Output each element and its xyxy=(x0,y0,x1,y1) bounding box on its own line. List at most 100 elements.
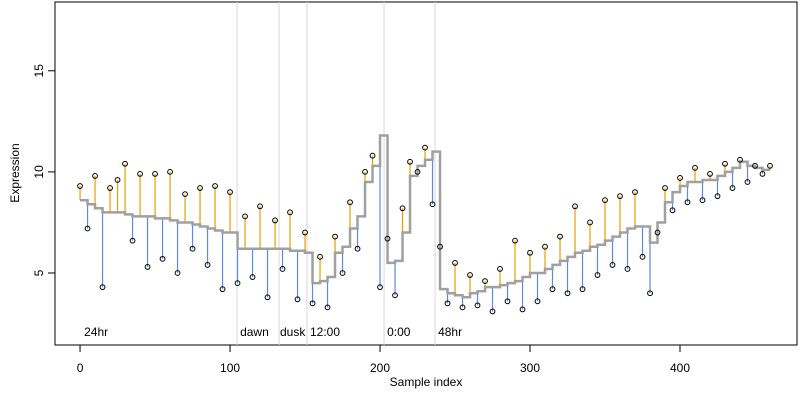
point xyxy=(632,189,638,196)
point xyxy=(504,298,511,305)
point xyxy=(362,168,368,175)
point xyxy=(737,156,743,163)
y-tick-label: 10 xyxy=(32,165,46,179)
point xyxy=(347,199,353,206)
point xyxy=(182,191,188,198)
point xyxy=(444,300,451,307)
point xyxy=(369,152,376,159)
point xyxy=(459,304,466,311)
point xyxy=(137,171,143,177)
point xyxy=(519,306,526,313)
x-tick-label: 100 xyxy=(220,361,240,375)
point xyxy=(272,217,278,224)
point xyxy=(557,233,563,240)
point xyxy=(699,197,706,204)
point xyxy=(549,286,556,293)
point xyxy=(294,296,301,303)
point xyxy=(384,235,391,242)
point xyxy=(692,164,698,171)
point xyxy=(324,304,331,311)
point xyxy=(534,298,541,305)
x-tick-label: 200 xyxy=(370,361,390,375)
point xyxy=(249,274,256,280)
point xyxy=(264,294,271,301)
point xyxy=(474,302,481,309)
point xyxy=(339,270,346,276)
point xyxy=(212,183,218,189)
point xyxy=(174,270,181,276)
point xyxy=(602,197,608,204)
point xyxy=(114,177,121,183)
point xyxy=(684,199,691,206)
annotation: 0:00 xyxy=(387,325,411,339)
point xyxy=(197,185,203,191)
point xyxy=(707,171,713,177)
point xyxy=(287,209,293,216)
point xyxy=(219,286,226,293)
point xyxy=(189,245,196,252)
point xyxy=(317,253,323,260)
point xyxy=(227,189,233,196)
point xyxy=(242,213,248,220)
point xyxy=(159,255,166,262)
point xyxy=(767,162,773,169)
point xyxy=(482,278,488,284)
point xyxy=(759,171,766,177)
point xyxy=(92,173,98,179)
point xyxy=(594,272,601,278)
point xyxy=(204,262,211,268)
point xyxy=(414,168,421,175)
annotation: 24hr xyxy=(84,325,108,339)
point xyxy=(654,229,661,236)
annotation: dusk xyxy=(280,325,306,339)
point xyxy=(609,262,616,268)
point xyxy=(332,233,338,240)
fit-line xyxy=(80,134,771,299)
point xyxy=(77,183,83,189)
point xyxy=(84,225,91,232)
annotation: dawn xyxy=(240,325,269,339)
point xyxy=(107,185,113,191)
point xyxy=(489,308,496,315)
point xyxy=(429,201,436,208)
point xyxy=(722,160,728,167)
x-tick-label: 0 xyxy=(77,361,84,375)
annotation: 12:00 xyxy=(310,325,340,339)
plot-box xyxy=(54,1,798,346)
point xyxy=(714,193,721,200)
point xyxy=(377,284,383,291)
point xyxy=(579,286,586,293)
point xyxy=(512,237,518,244)
point xyxy=(587,219,593,226)
y-tick-label: 15 xyxy=(32,64,46,78)
annotation: 48hr xyxy=(438,325,462,339)
point xyxy=(144,264,151,270)
y-tick-label: 5 xyxy=(32,269,46,276)
point xyxy=(279,266,286,272)
point xyxy=(467,272,473,278)
point xyxy=(152,171,158,177)
point xyxy=(639,253,646,260)
point xyxy=(129,237,136,244)
x-tick-label: 400 xyxy=(670,361,690,375)
point xyxy=(647,290,653,297)
x-axis-label: Sample index xyxy=(390,375,463,389)
point xyxy=(542,243,548,250)
x-tick-label: 300 xyxy=(520,361,540,375)
point xyxy=(407,158,413,165)
point xyxy=(309,300,316,307)
point xyxy=(99,284,106,291)
point xyxy=(729,185,736,191)
point xyxy=(257,203,263,210)
point xyxy=(167,168,173,175)
point xyxy=(744,179,751,185)
point xyxy=(122,160,128,167)
point xyxy=(564,290,571,297)
point xyxy=(662,185,668,191)
point xyxy=(354,245,361,252)
point xyxy=(452,259,458,266)
point xyxy=(437,243,443,250)
point xyxy=(677,175,683,181)
y-axis-label: Expression xyxy=(8,143,22,202)
